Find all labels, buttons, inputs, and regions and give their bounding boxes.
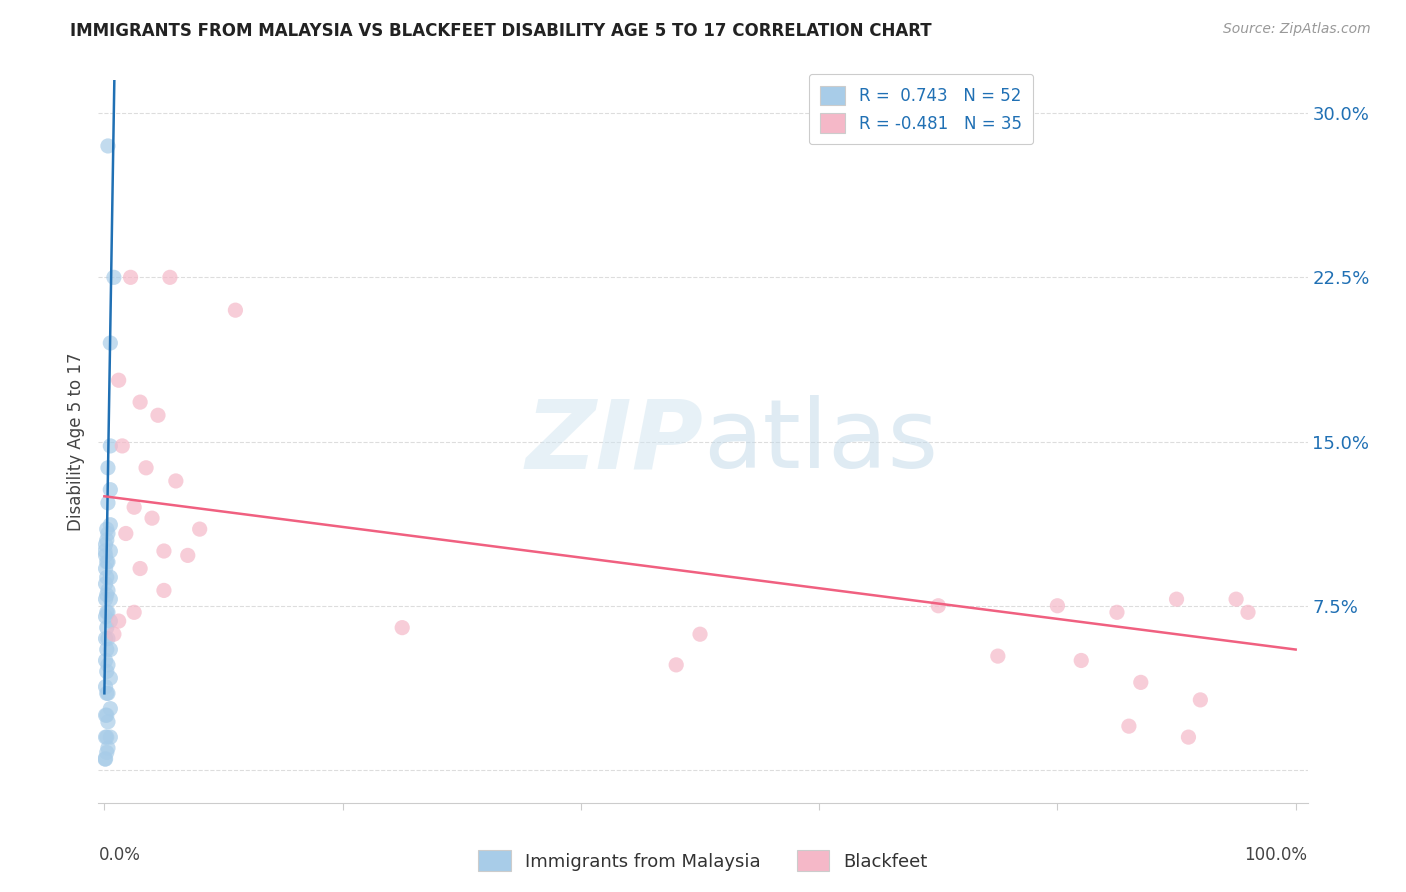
Point <box>129 395 152 409</box>
Point <box>1166 592 1188 607</box>
Point <box>97 526 120 541</box>
Point <box>96 730 118 744</box>
Text: atlas: atlas <box>703 395 938 488</box>
Point <box>96 746 118 760</box>
Point <box>177 549 200 563</box>
Point <box>665 657 688 672</box>
Point <box>987 649 1010 664</box>
Point <box>94 609 117 624</box>
Point <box>94 752 117 766</box>
Point <box>94 577 117 591</box>
Point <box>111 439 134 453</box>
Point <box>391 621 413 635</box>
Point <box>98 642 121 657</box>
Point <box>689 627 711 641</box>
Point <box>96 522 118 536</box>
Point <box>97 632 120 646</box>
Point <box>97 139 120 153</box>
Point <box>97 496 120 510</box>
Point <box>1129 675 1152 690</box>
Point <box>153 544 176 558</box>
Point <box>135 460 157 475</box>
Point <box>97 686 120 700</box>
Point <box>129 561 152 575</box>
Point <box>1046 599 1069 613</box>
Point <box>1237 605 1260 619</box>
Point <box>107 373 129 387</box>
Point <box>96 588 118 602</box>
Point <box>96 555 118 569</box>
Point <box>97 605 120 619</box>
Point <box>98 570 121 584</box>
Point <box>94 653 117 667</box>
Point <box>98 671 121 685</box>
Text: 0.0%: 0.0% <box>98 847 141 864</box>
Point <box>98 614 121 628</box>
Point <box>94 549 117 563</box>
Point <box>96 708 118 723</box>
Point <box>107 614 129 628</box>
Point <box>96 665 118 679</box>
Point <box>94 592 117 607</box>
Text: IMMIGRANTS FROM MALAYSIA VS BLACKFEET DISABILITY AGE 5 TO 17 CORRELATION CHART: IMMIGRANTS FROM MALAYSIA VS BLACKFEET DI… <box>70 22 932 40</box>
Point <box>96 621 118 635</box>
Point <box>98 544 121 558</box>
Legend: Immigrants from Malaysia, Blackfeet: Immigrants from Malaysia, Blackfeet <box>471 843 935 879</box>
Point <box>96 533 118 547</box>
Point <box>98 592 121 607</box>
Point <box>98 336 121 351</box>
Point <box>97 583 120 598</box>
Point <box>188 522 211 536</box>
Point <box>94 752 117 766</box>
Point <box>94 708 117 723</box>
Point <box>97 555 120 569</box>
Point <box>120 270 142 285</box>
Point <box>1118 719 1140 733</box>
Point <box>94 537 117 551</box>
Point <box>122 605 145 619</box>
Point <box>96 570 118 584</box>
Point <box>98 439 121 453</box>
Point <box>97 657 120 672</box>
Point <box>97 460 120 475</box>
Point <box>146 409 169 423</box>
Point <box>97 741 120 756</box>
Point <box>224 303 246 318</box>
Point <box>98 730 121 744</box>
Point <box>122 500 145 515</box>
Point <box>114 526 136 541</box>
Point <box>98 517 121 532</box>
Legend: R =  0.743   N = 52, R = -0.481   N = 35: R = 0.743 N = 52, R = -0.481 N = 35 <box>808 74 1033 145</box>
Point <box>96 642 118 657</box>
Point <box>165 474 187 488</box>
Point <box>1105 605 1128 619</box>
Point <box>94 730 117 744</box>
Point <box>159 270 181 285</box>
Point <box>96 686 118 700</box>
Point <box>94 680 117 694</box>
Point <box>94 544 117 558</box>
Point <box>94 632 117 646</box>
Point <box>1177 730 1199 744</box>
Point <box>98 483 121 497</box>
Text: 100.0%: 100.0% <box>1244 847 1308 864</box>
Point <box>1225 592 1247 607</box>
Point <box>927 599 949 613</box>
Y-axis label: Disability Age 5 to 17: Disability Age 5 to 17 <box>67 352 86 531</box>
Point <box>103 627 125 641</box>
Point <box>1189 693 1212 707</box>
Point <box>103 270 125 285</box>
Text: Source: ZipAtlas.com: Source: ZipAtlas.com <box>1223 22 1371 37</box>
Text: ZIP: ZIP <box>524 395 703 488</box>
Point <box>96 605 118 619</box>
Point <box>98 701 121 715</box>
Point <box>153 583 176 598</box>
Point <box>141 511 163 525</box>
Point <box>1070 653 1092 667</box>
Point <box>94 561 117 575</box>
Point <box>97 714 120 729</box>
